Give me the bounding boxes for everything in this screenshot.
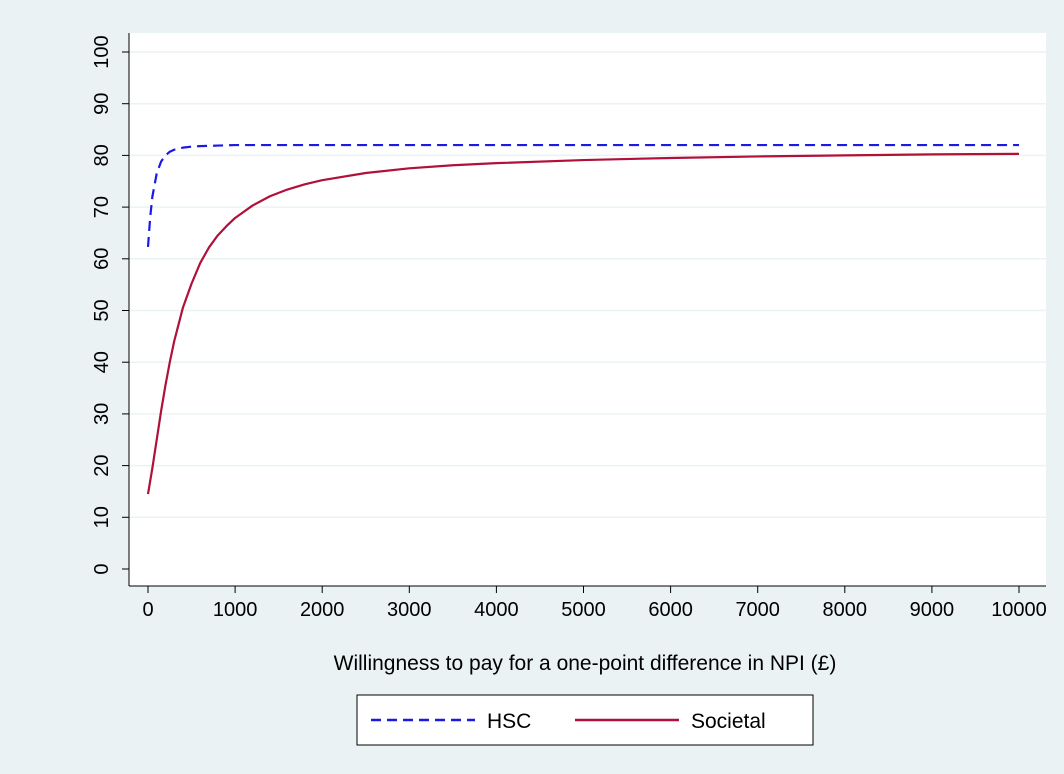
y-axis: 0 10 20 30 40 50 60 70 80 90 100 xyxy=(91,33,130,586)
y-tick-label: 100 xyxy=(91,35,113,68)
series-line-hsc xyxy=(146,143,1019,247)
series-line-societal xyxy=(146,152,1020,495)
y-tick-label: 80 xyxy=(91,144,113,166)
x-tick-label: 7000 xyxy=(735,599,780,621)
y-tick-label: 50 xyxy=(91,299,113,321)
y-tick-label: 30 xyxy=(91,403,113,425)
x-tick-label: 5000 xyxy=(561,599,606,621)
legend-label-hsc: HSC xyxy=(487,710,531,733)
y-tick-label: 40 xyxy=(91,351,113,373)
x-tick-label: 3000 xyxy=(387,599,432,621)
legend: HSC Societal xyxy=(356,694,814,746)
x-tick-label: 6000 xyxy=(648,599,693,621)
x-tick-label: 1000 xyxy=(213,599,258,621)
y-tick-label: 10 xyxy=(91,506,113,528)
series-lines xyxy=(146,143,1020,495)
y-tick-label: 0 xyxy=(91,563,113,574)
plot-frame xyxy=(129,33,1046,586)
y-tick-label: 20 xyxy=(91,454,113,476)
x-axis-title: Willingness to pay for a one-point diffe… xyxy=(334,652,837,675)
y-tick-label: 90 xyxy=(91,93,113,115)
y-tick-label: 60 xyxy=(91,248,113,270)
x-tick-label: 9000 xyxy=(910,599,955,621)
x-tick-label: 4000 xyxy=(474,599,519,621)
x-tick-label: 0 xyxy=(142,599,153,621)
x-axis: 0 1000 2000 3000 4000 5000 6000 7000 8000 9000 100… xyxy=(129,585,1047,621)
x-tick-label: 10000 xyxy=(991,599,1047,621)
x-tick-label: 8000 xyxy=(823,599,868,621)
x-tick-label: 2000 xyxy=(300,599,345,621)
legend-label-societal: Societal xyxy=(691,710,766,733)
y-tick-label: 70 xyxy=(91,196,113,218)
